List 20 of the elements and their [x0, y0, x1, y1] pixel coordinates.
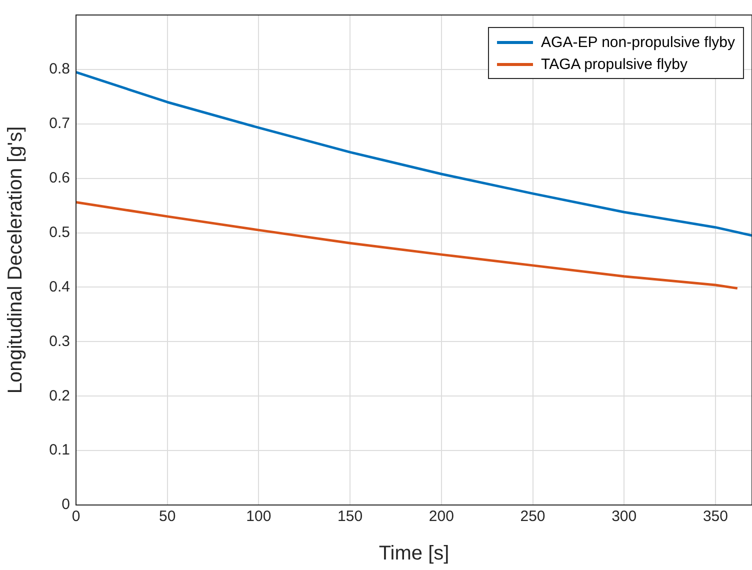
legend-label: TAGA propulsive flyby: [541, 56, 688, 72]
y-tick-label: 0.3: [49, 332, 70, 350]
y-tick-label: 0.5: [49, 224, 70, 241]
x-tick-label: 100: [246, 508, 272, 526]
y-tick-label: 0.8: [49, 60, 70, 78]
x-tick-label: 350: [702, 508, 728, 526]
x-tick-label: 200: [428, 508, 454, 526]
y-tick-label: 0.2: [49, 387, 70, 404]
x-tick-label: 250: [520, 508, 546, 526]
y-tick-label: 0.7: [49, 115, 70, 132]
x-tick-label: 300: [612, 508, 637, 526]
x-axis-title: Time [s]: [378, 542, 450, 565]
y-tick-label: 0.1: [49, 442, 70, 459]
x-tick-label: 50: [159, 508, 176, 526]
legend-label: AGA-EP non-propulsive flyby: [541, 34, 735, 50]
x-tick-label: 150: [338, 508, 363, 526]
y-tick-label: 0.4: [49, 278, 70, 296]
y-tick-label: 0: [62, 496, 70, 514]
y-tick-label: 0.6: [49, 169, 70, 186]
y-axis-title: Longitudinal Deceleration [g's]: [4, 126, 27, 394]
